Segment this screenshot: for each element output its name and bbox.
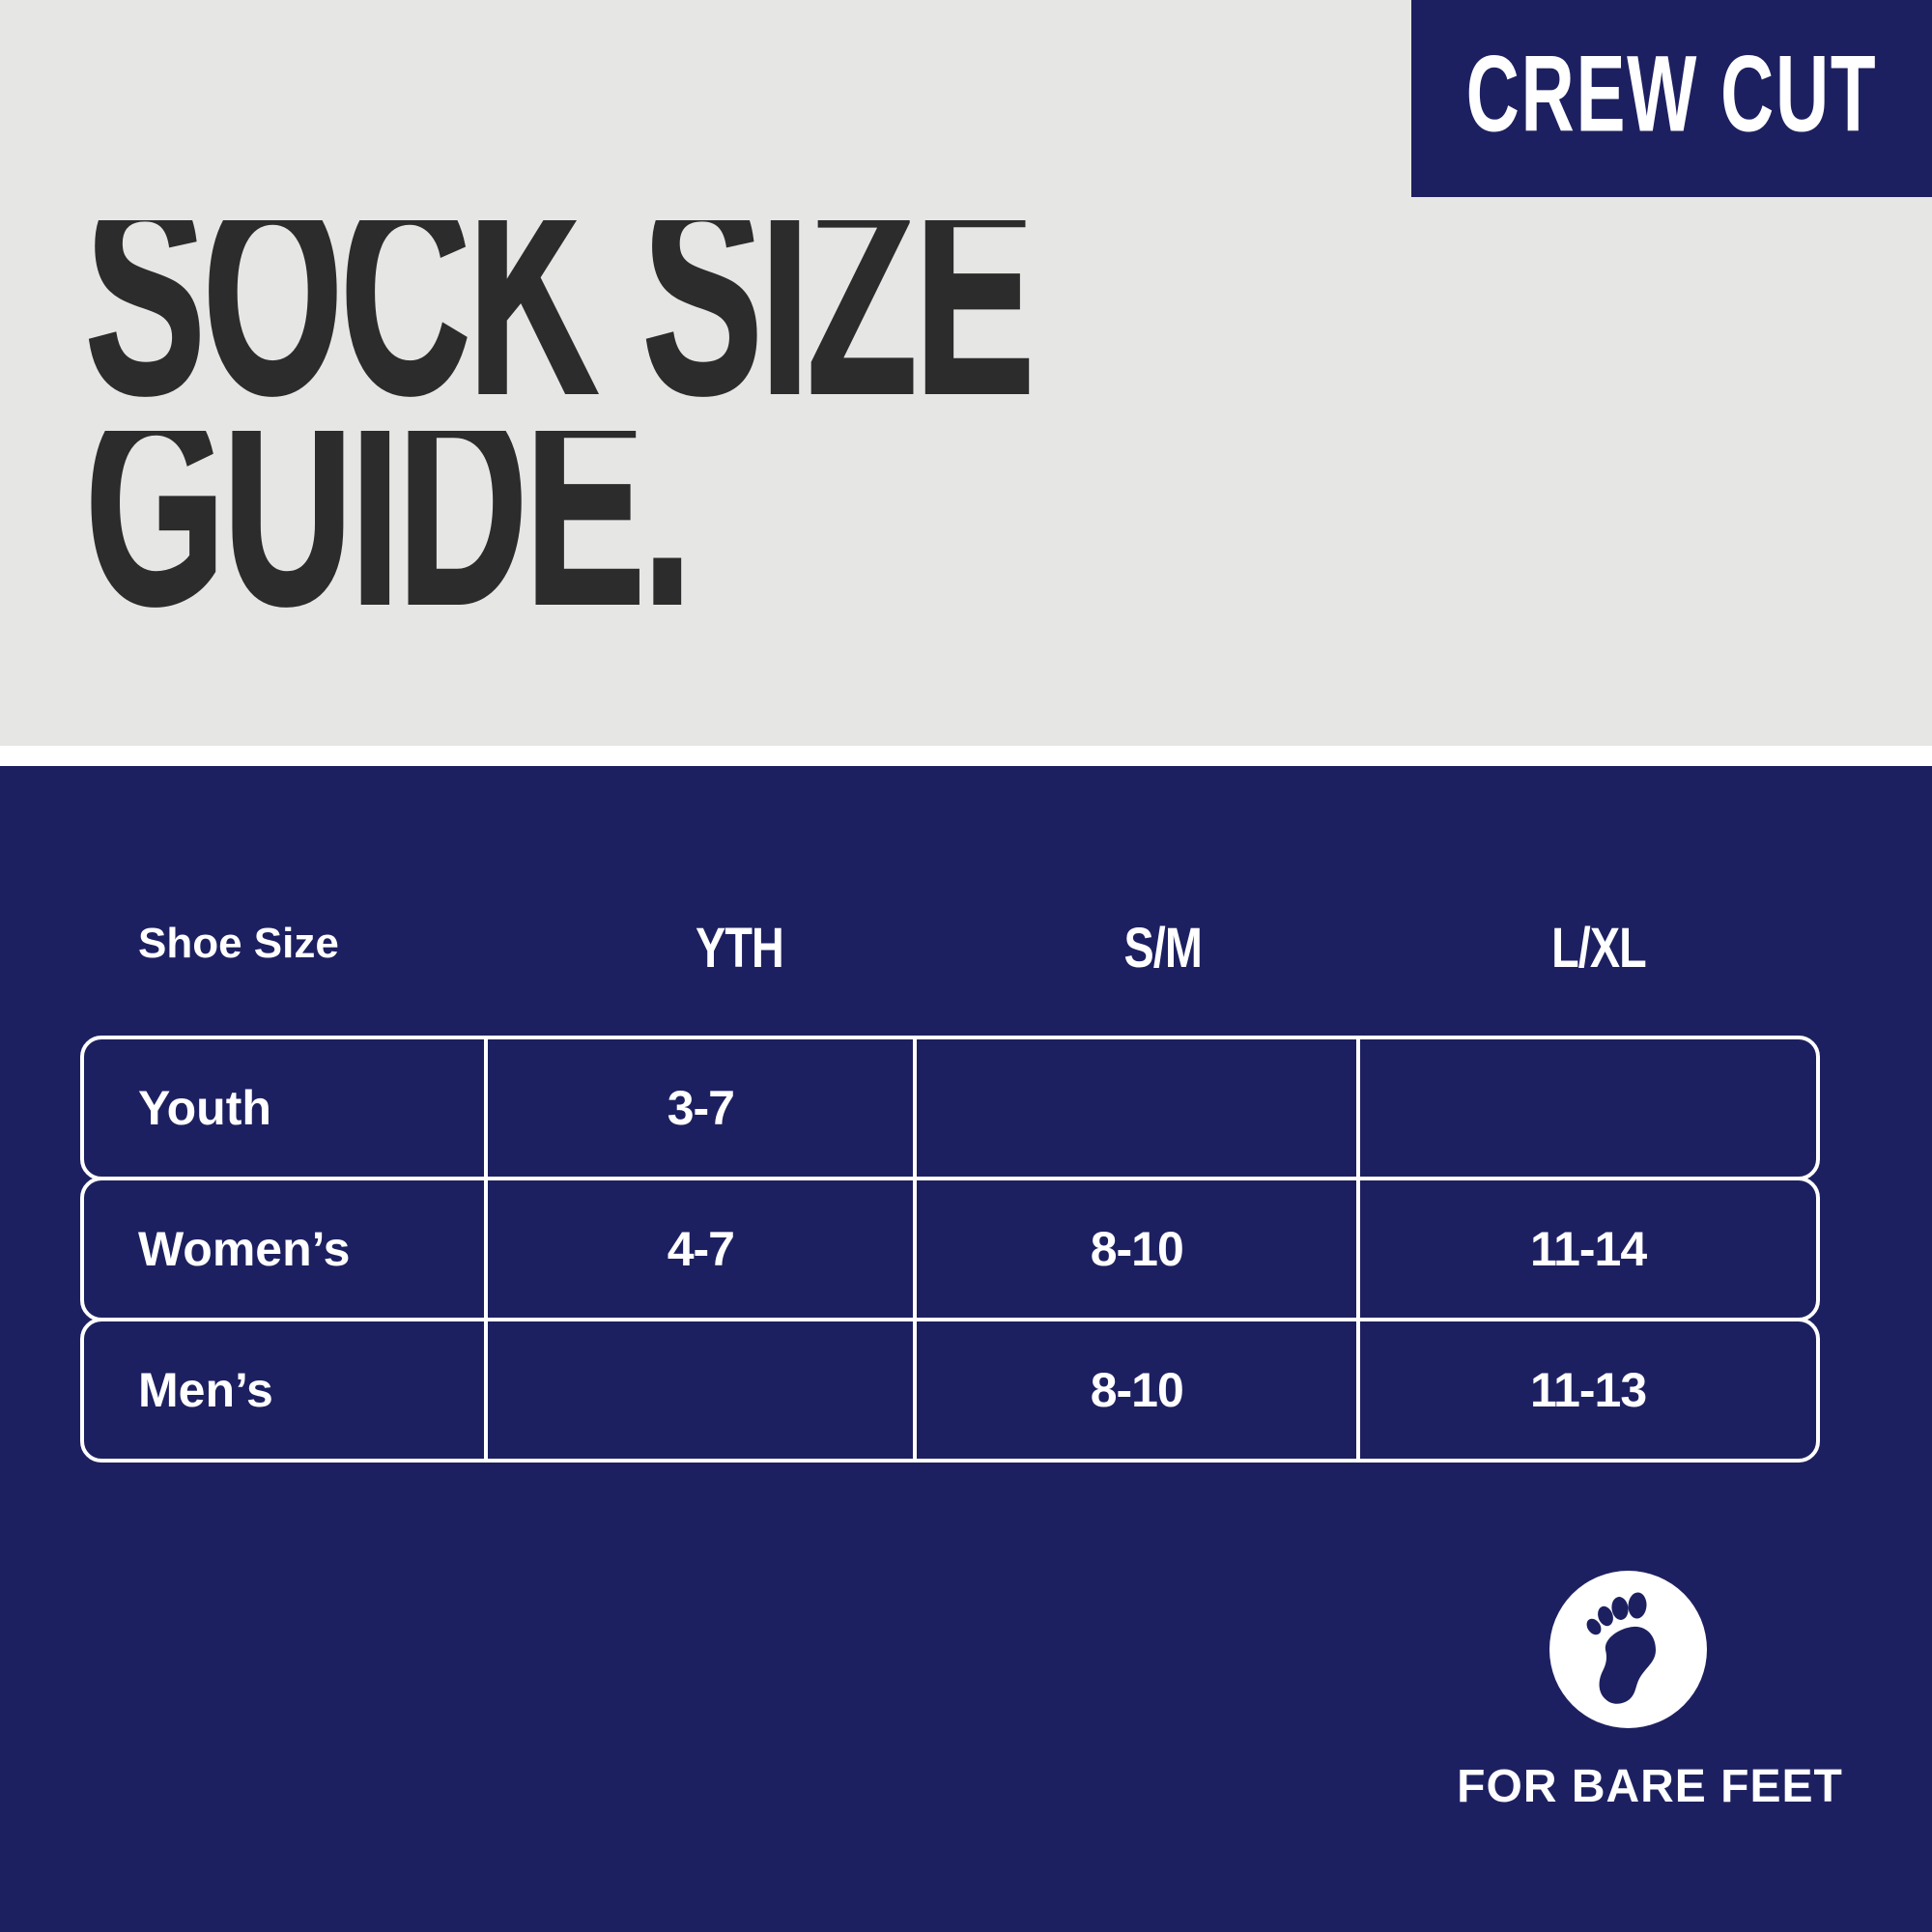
svg-text:GUIDE.: GUIDE. [85,431,690,653]
svg-text:SOCK SIZE: SOCK SIZE [85,220,1032,442]
